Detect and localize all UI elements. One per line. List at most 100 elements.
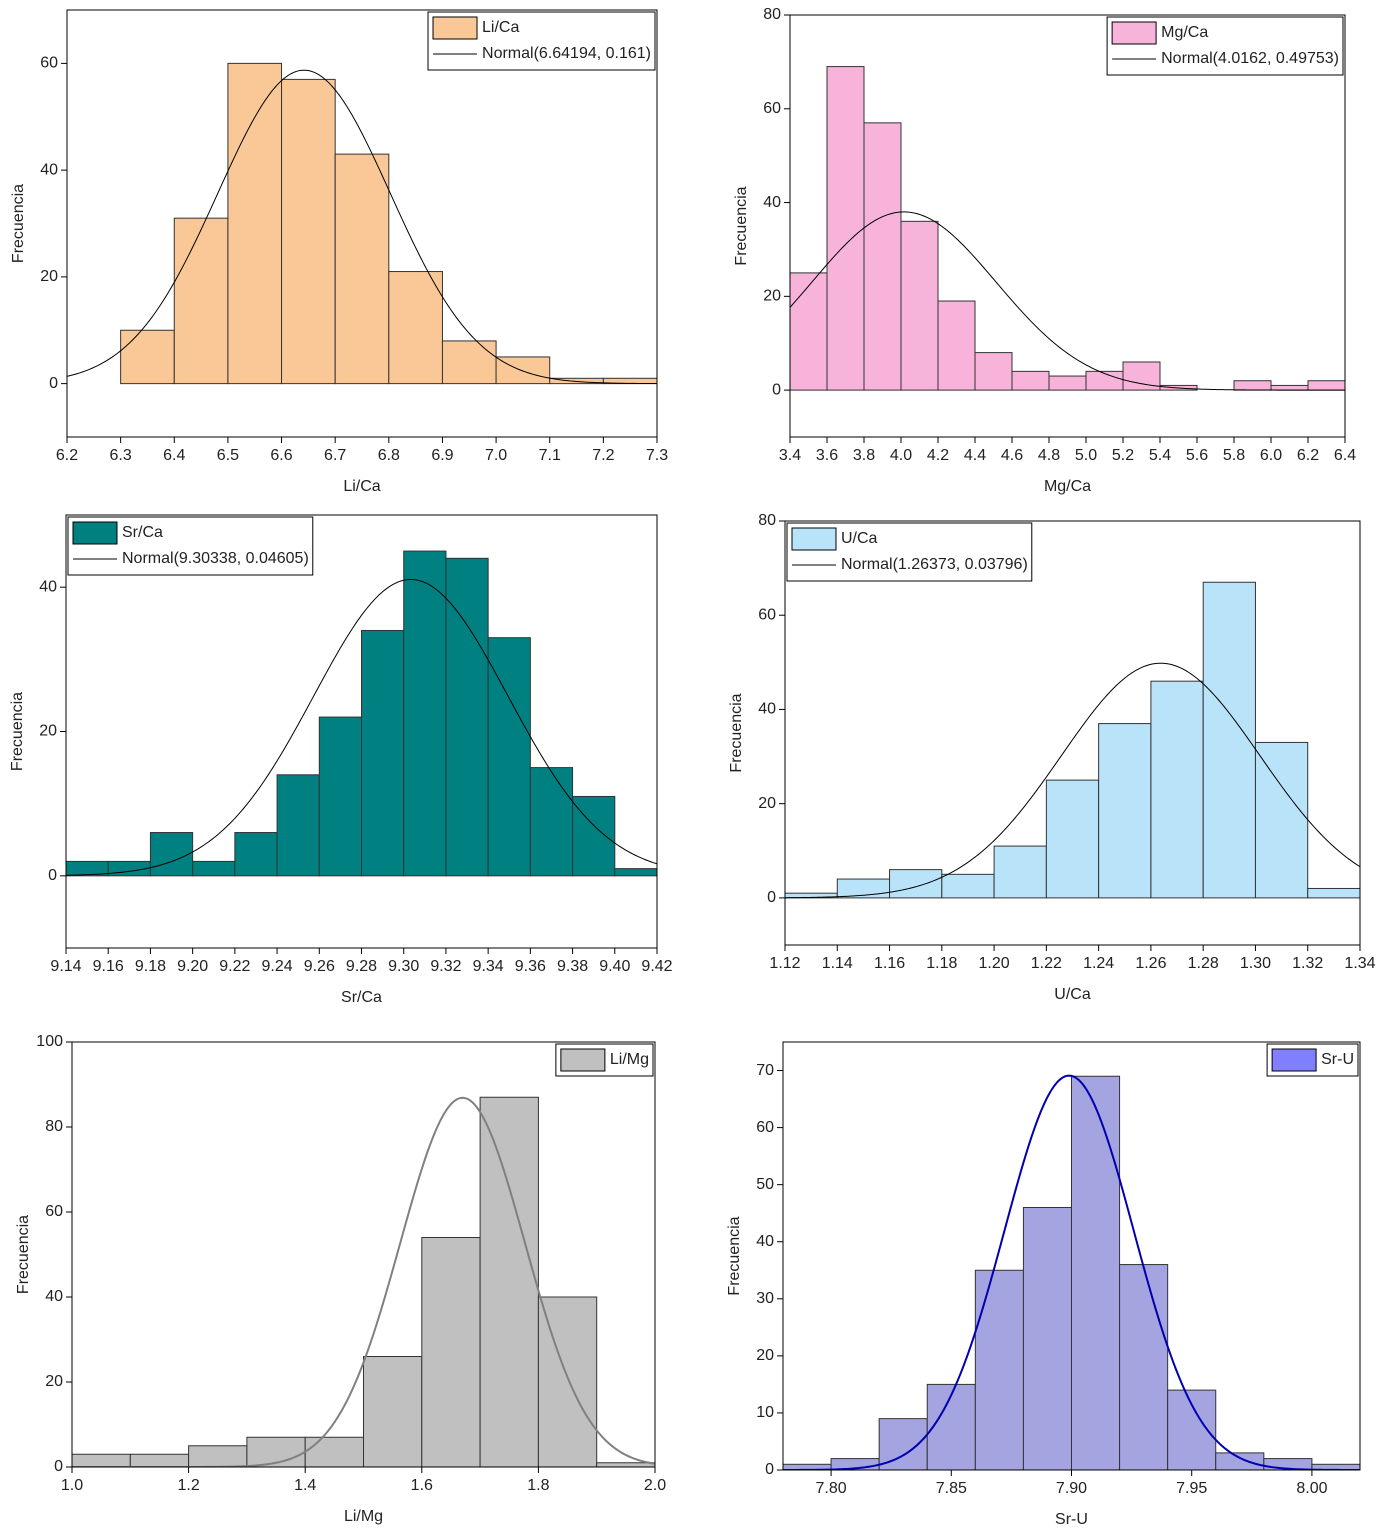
bar (479, 1096, 539, 1468)
x-tick-label: 5.8 (1223, 447, 1245, 464)
bar (276, 774, 320, 877)
bar (188, 1445, 248, 1468)
bar (129, 1453, 190, 1468)
y-tick-label: 60 (758, 606, 776, 623)
x-tick-label: 7.2 (592, 447, 614, 464)
y-tick-label: 100 (36, 1033, 63, 1050)
bar (1119, 1264, 1169, 1471)
bar (445, 557, 489, 877)
y-tick-label: 0 (49, 375, 58, 392)
y-tick-label: 0 (48, 867, 57, 884)
legend-label: Li/Mg (610, 1051, 649, 1068)
x-tick-label: 1.18 (926, 955, 957, 972)
plot-frame (789, 14, 1346, 438)
x-tick-label: 8.00 (1296, 1480, 1327, 1497)
x-tick-label: 1.2 (177, 1477, 199, 1494)
bar (1202, 581, 1256, 899)
bar (789, 272, 828, 391)
x-tick-label: 7.80 (816, 1480, 847, 1497)
x-axis-label: Li/Ca (343, 478, 380, 495)
x-tick-label: 1.16 (874, 955, 905, 972)
x-tick-label: 9.26 (304, 958, 335, 975)
fit-curve (783, 1074, 1360, 1470)
x-tick-label: 6.2 (56, 447, 78, 464)
x-tick-label: 6.0 (1260, 447, 1282, 464)
x-tick-label: 5.4 (1149, 447, 1171, 464)
bar (149, 832, 194, 877)
legend-swatch (1111, 21, 1157, 45)
x-tick-label: 6.3 (110, 447, 132, 464)
x-tick-label: 6.6 (270, 447, 292, 464)
x-axis-label: Sr/Ca (341, 989, 382, 1006)
x-axis-label: U/Ca (1054, 986, 1091, 1003)
x-tick-label: 7.0 (485, 447, 507, 464)
bar (120, 329, 175, 385)
x-tick-label: 1.34 (1344, 955, 1375, 972)
x-tick-label: 3.8 (853, 447, 875, 464)
x-axis-label: Li/Mg (344, 1508, 383, 1525)
legend-swatch (1271, 1048, 1317, 1072)
x-tick-label: 6.9 (431, 447, 453, 464)
x-tick-label: 9.42 (641, 958, 672, 975)
y-axis-label: Frecuencia (10, 184, 27, 263)
bar (1011, 370, 1050, 391)
x-tick-label: 7.95 (1176, 1480, 1207, 1497)
x-tick-label: 4.2 (927, 447, 949, 464)
legend-label: U/Ca (841, 530, 878, 547)
x-tick-label: 9.24 (262, 958, 293, 975)
bar (441, 340, 497, 385)
y-tick-label: 50 (756, 1176, 774, 1193)
y-axis-label: Frecuencia (9, 692, 26, 771)
legend: Mg/Ca Normal(4.0162, 0.49753) (1106, 16, 1344, 76)
x-tick-label: 9.28 (346, 958, 377, 975)
legend: Li/Ca Normal(6.64194, 0.161) (427, 11, 656, 71)
y-tick-label: 80 (758, 512, 776, 529)
x-tick-label: 7.90 (1056, 1480, 1087, 1497)
y-tick-label: 10 (756, 1404, 774, 1421)
y-tick-label: 20 (756, 1347, 774, 1364)
y-tick-label: 40 (758, 701, 776, 718)
x-tick-label: 7.3 (646, 447, 668, 464)
x-tick-label: 5.2 (1112, 447, 1134, 464)
x-tick-label: 4.8 (1038, 447, 1060, 464)
legend: U/Ca Normal(1.26373, 0.03796) (786, 522, 1033, 582)
bar (826, 66, 865, 391)
legend: Sr-U (1266, 1043, 1359, 1077)
bar (1045, 779, 1100, 899)
x-tick-label: 6.5 (217, 447, 239, 464)
bar (1254, 741, 1309, 899)
y-tick-label: 40 (756, 1233, 774, 1250)
bar (941, 873, 995, 899)
x-tick-label: 9.20 (177, 958, 208, 975)
fit-curve (785, 662, 1360, 899)
bar (173, 217, 229, 385)
legend-label: Sr-U (1321, 1051, 1354, 1068)
legend-label: Normal(4.0162, 0.49753) (1161, 50, 1339, 67)
legend: Sr/Ca Normal(9.30338, 0.04605) (67, 516, 314, 576)
x-tick-label: 9.22 (219, 958, 250, 975)
x-tick-label: 4.0 (890, 447, 912, 464)
bar (304, 1436, 365, 1468)
x-tick-label: 6.8 (378, 447, 400, 464)
x-tick-label: 5.6 (1186, 447, 1208, 464)
x-tick-label: 1.12 (769, 955, 800, 972)
bar (403, 550, 447, 877)
y-axis-label: Frecuencia (733, 186, 750, 265)
x-tick-label: 6.2 (1297, 447, 1319, 464)
x-tick-label: 2.0 (644, 1477, 666, 1494)
x-tick-label: 9.32 (430, 958, 461, 975)
x-tick-label: 7.85 (936, 1480, 967, 1497)
y-tick-label: 20 (40, 268, 58, 285)
x-tick-label: 1.0 (61, 1477, 83, 1494)
bar (487, 637, 531, 877)
y-axis-label: Frecuencia (728, 693, 745, 772)
x-tick-label: 1.28 (1188, 955, 1219, 972)
plot-frame (66, 9, 658, 438)
x-tick-label: 9.40 (599, 958, 630, 975)
bar (388, 271, 443, 385)
bar (1215, 1452, 1265, 1471)
x-tick-label: 1.20 (979, 955, 1010, 972)
legend-swatch (791, 527, 837, 551)
x-tick-label: 3.4 (779, 447, 801, 464)
